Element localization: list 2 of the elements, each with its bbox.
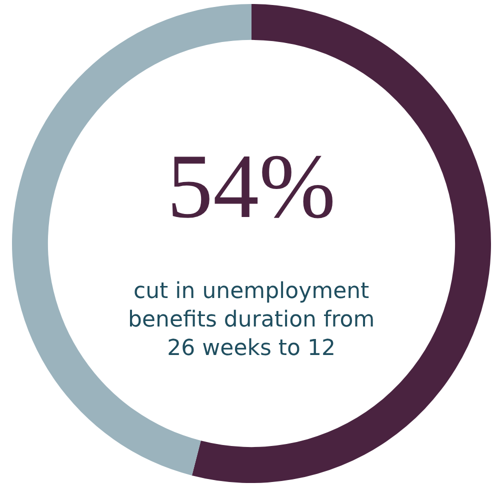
text: cut in unemployment benefits duration from 26 weeks to 12	[128, 279, 375, 362]
data-label: 54%	[167, 135, 336, 237]
